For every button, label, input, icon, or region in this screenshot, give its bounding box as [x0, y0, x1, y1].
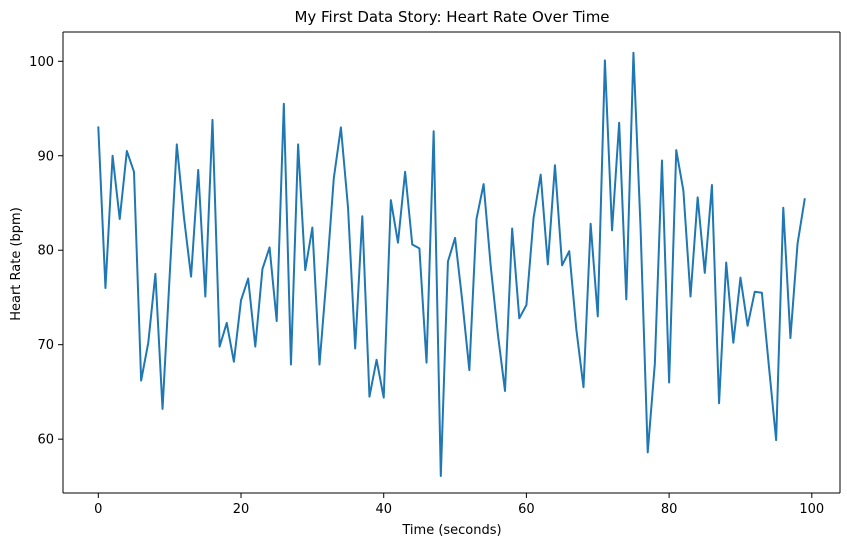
plot-area: 0 20 40 60 80 100 60 70 80 90 100 — [29, 31, 841, 517]
x-tick-label: 60 — [518, 502, 535, 517]
y-axis-label: Heart Rate (bpm) — [9, 207, 24, 321]
series-line-0 — [97, 51, 806, 477]
chart-title: My First Data Story: Heart Rate Over Tim… — [294, 8, 609, 26]
x-tick-label: 80 — [661, 502, 678, 517]
y-tick-label: 60 — [37, 433, 54, 448]
x-axis-label: Time (seconds) — [401, 523, 501, 538]
x-tick-label: 0 — [94, 502, 102, 517]
y-tick-label: 70 — [37, 338, 54, 353]
x-tick-label: 100 — [799, 502, 824, 517]
y-tick-label: 80 — [37, 244, 54, 259]
y-tick-label: 90 — [37, 149, 54, 164]
x-tick-label: 20 — [233, 502, 250, 517]
y-tick-label: 100 — [29, 55, 54, 70]
x-tick-label: 40 — [375, 502, 392, 517]
